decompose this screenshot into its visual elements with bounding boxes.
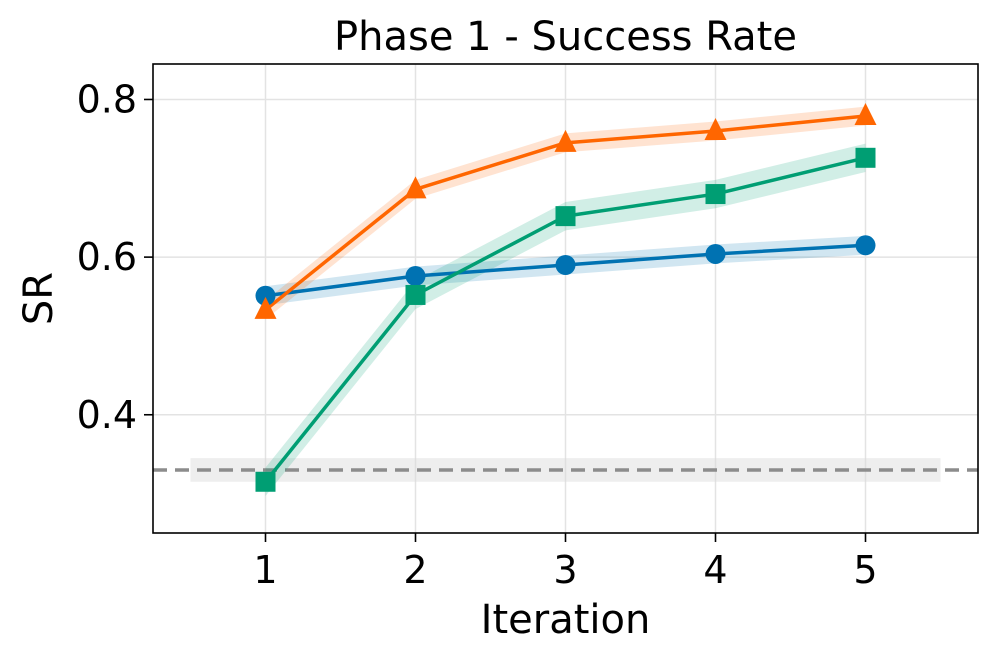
x-tick-label: 1 xyxy=(253,548,277,592)
x-tick-label: 5 xyxy=(853,548,877,592)
x-tick-label: 2 xyxy=(403,548,427,592)
marker-circle xyxy=(855,235,876,256)
marker-square xyxy=(855,147,876,168)
marker-triangle xyxy=(554,129,577,152)
marker-triangle xyxy=(404,176,427,199)
marker-square xyxy=(705,184,726,205)
marker-square xyxy=(405,284,426,305)
marker-circle xyxy=(705,243,726,264)
marker-circle xyxy=(555,255,576,275)
marker-square xyxy=(555,206,576,227)
axis-ticks: 1 2 3 4 5 0.4 0.6 0.8 xyxy=(77,77,878,592)
series-markers xyxy=(254,103,877,492)
marker-triangle xyxy=(704,118,727,140)
baseline xyxy=(153,458,978,482)
y-tick-label: 0.8 xyxy=(77,77,137,121)
x-tick-label: 4 xyxy=(703,548,727,592)
y-tick-label: 0.6 xyxy=(77,235,137,279)
marker-triangle xyxy=(854,103,877,126)
baseline-band xyxy=(190,458,941,482)
y-tick-label: 0.4 xyxy=(77,393,137,437)
x-tick-label: 3 xyxy=(553,548,577,592)
chart-title: Phase 1 - Success Rate xyxy=(334,14,797,60)
marker-triangle xyxy=(254,296,277,319)
marker-circle xyxy=(255,285,276,306)
x-axis-label: Iteration xyxy=(481,597,651,643)
marker-square xyxy=(255,471,276,492)
y-axis-label: SR xyxy=(16,272,62,325)
marker-circle xyxy=(405,266,426,287)
